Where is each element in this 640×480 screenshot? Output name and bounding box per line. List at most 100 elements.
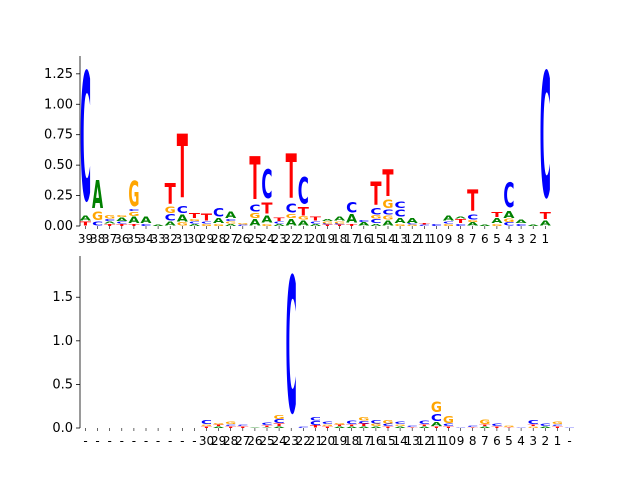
logo-letter-T: T bbox=[80, 220, 92, 226]
logo-letter-C: C bbox=[370, 218, 381, 225]
logo-letter-G: G bbox=[431, 400, 442, 416]
x-tick-label: 15 bbox=[368, 232, 383, 246]
logo-letter-T: T bbox=[431, 426, 442, 428]
logo-letter-C: C bbox=[382, 423, 393, 427]
logo-letter-T: T bbox=[358, 423, 369, 427]
logo-letter-G: G bbox=[213, 423, 224, 425]
logo-letter-A: A bbox=[274, 426, 285, 428]
y-tick-label: 0.50 bbox=[44, 158, 73, 173]
logo-letter-A: A bbox=[298, 219, 309, 227]
x-tick-label: 11 bbox=[417, 232, 432, 246]
logo-letter-C: C bbox=[564, 427, 575, 428]
x-tick-label: 12 bbox=[405, 232, 420, 246]
x-tick-label: - bbox=[168, 434, 172, 448]
logo-letter-C: C bbox=[177, 204, 188, 216]
logo-letter-T: T bbox=[419, 424, 430, 426]
logo-letter-G: G bbox=[165, 206, 176, 216]
x-tick-label: 11 bbox=[429, 434, 444, 448]
x-tick-label: - bbox=[156, 434, 160, 448]
logo-letter-C: C bbox=[310, 417, 321, 422]
logo-letter-C: C bbox=[225, 218, 236, 221]
logo-letter-T: T bbox=[455, 218, 467, 224]
logo-letter-A: A bbox=[431, 421, 443, 427]
logo-letter-T: T bbox=[128, 223, 139, 226]
logo-letter-A: A bbox=[334, 215, 346, 222]
logo-letter-A: A bbox=[249, 427, 260, 428]
logo-letter-T: T bbox=[116, 223, 127, 226]
x-tick-label: 5 bbox=[505, 434, 513, 448]
x-tick-label: 14 bbox=[392, 434, 407, 448]
logo-letter-T: T bbox=[104, 223, 115, 226]
logo-letter-C: C bbox=[395, 421, 406, 425]
logo-letter-C: C bbox=[225, 424, 236, 426]
logo-letter-A: A bbox=[479, 225, 490, 227]
logo-letter-C: C bbox=[455, 223, 466, 226]
x-tick-label: 24 bbox=[271, 434, 286, 448]
logo-letter-C: C bbox=[346, 421, 357, 426]
logo-letter-T: T bbox=[479, 424, 490, 426]
x-tick-label: 2 bbox=[541, 434, 549, 448]
logo-letter-A: A bbox=[516, 220, 528, 225]
logo-letter-T: T bbox=[346, 223, 357, 226]
x-tick-label: 15 bbox=[380, 434, 395, 448]
logo-letter-C: C bbox=[503, 222, 514, 227]
logo-letter-T: T bbox=[322, 225, 333, 227]
logo-letter-T: T bbox=[334, 225, 345, 227]
x-tick-label: 28 bbox=[223, 434, 238, 448]
x-tick-label: 6 bbox=[493, 434, 501, 448]
logo-letter-T: T bbox=[261, 425, 272, 427]
x-tick-label: 22 bbox=[296, 434, 311, 448]
logo-letter-C: C bbox=[237, 424, 248, 426]
x-tick-label: 26 bbox=[247, 434, 262, 448]
logo-letter-G: G bbox=[298, 216, 309, 221]
logo-letter-T: T bbox=[237, 426, 248, 428]
logo-letter-C: C bbox=[467, 213, 478, 221]
logo-letter-A: A bbox=[443, 214, 454, 222]
x-tick-label: - bbox=[180, 434, 184, 448]
logo-letter-T: T bbox=[177, 117, 188, 218]
logo-letter-C: C bbox=[358, 421, 369, 425]
logo-letter-G: G bbox=[201, 223, 212, 226]
x-tick-label: 20 bbox=[320, 434, 335, 448]
x-tick-label: 36 bbox=[114, 232, 129, 246]
logo-letter-G: G bbox=[503, 425, 514, 427]
logo-letter-G: G bbox=[370, 215, 381, 220]
logo-letter-A: A bbox=[358, 426, 369, 428]
logo-letter-C: C bbox=[395, 208, 406, 220]
logo-letter-A: A bbox=[140, 215, 152, 225]
logo-letter-G: G bbox=[322, 424, 333, 426]
logo-letter-A: A bbox=[491, 217, 502, 225]
logo-letter-A: A bbox=[80, 214, 91, 222]
x-tick-label: 5 bbox=[493, 232, 501, 246]
x-tick-label: - bbox=[192, 434, 196, 448]
x-tick-label: 9 bbox=[445, 232, 453, 246]
logo-letter-T: T bbox=[201, 212, 213, 224]
y-tick-label: 0.5 bbox=[52, 377, 73, 392]
logo-letter-A: A bbox=[249, 217, 261, 227]
x-tick-label: 14 bbox=[380, 232, 395, 246]
y-tick-label: 1.0 bbox=[52, 334, 73, 349]
y-tick-label: 1.5 bbox=[52, 290, 73, 305]
x-tick-label: 21 bbox=[308, 434, 323, 448]
x-tick-label: 31 bbox=[175, 232, 190, 246]
logo-letter-A: A bbox=[334, 426, 345, 428]
logo-letter-G: G bbox=[467, 220, 478, 223]
logo-letter-G: G bbox=[128, 211, 139, 218]
x-tick-label: - bbox=[83, 434, 87, 448]
logo-letter-T: T bbox=[165, 180, 176, 212]
x-tick-label: 35 bbox=[126, 232, 141, 246]
logo-letter-G: G bbox=[92, 209, 103, 223]
logo-letter-A: A bbox=[92, 172, 104, 217]
logo-letter-A: A bbox=[177, 213, 189, 224]
logo-letter-A: A bbox=[358, 222, 370, 227]
logo-letter-C: C bbox=[516, 223, 527, 226]
logo-letter-C: C bbox=[298, 426, 309, 428]
logo-letter-C: C bbox=[201, 221, 212, 224]
logo-letter-T: T bbox=[225, 426, 236, 428]
logo-letter-C: C bbox=[443, 221, 454, 224]
logo-letter-T: T bbox=[370, 176, 381, 214]
logo-letter-G: G bbox=[395, 424, 406, 426]
logo-letter-C: C bbox=[104, 218, 115, 221]
logo-letter-T: T bbox=[189, 211, 201, 219]
x-tick-label: 22 bbox=[284, 232, 299, 246]
